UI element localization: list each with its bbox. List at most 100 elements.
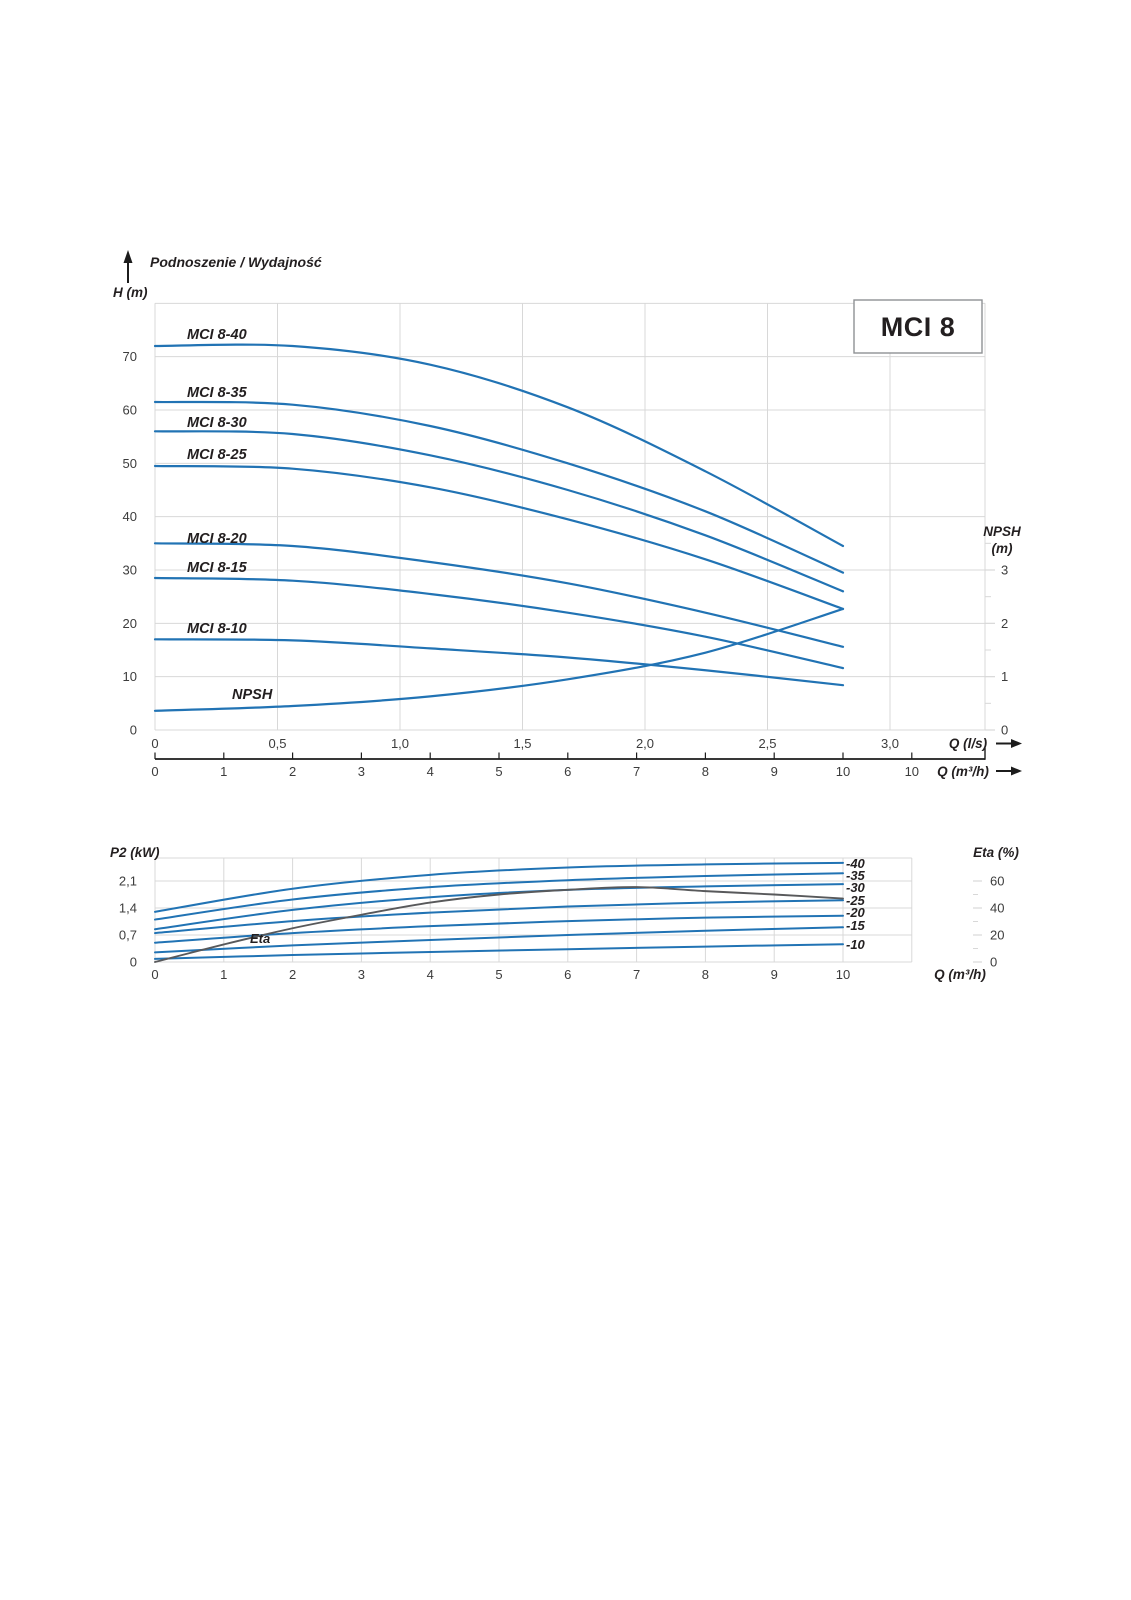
m3h-tick-label: 7 xyxy=(633,764,640,779)
ls-tick-label: 2,5 xyxy=(758,736,776,751)
h-axis-arrow-icon xyxy=(123,250,133,263)
bottom-chart-curves xyxy=(154,861,844,963)
p2-axis-label: P2 (kW) xyxy=(110,845,160,860)
curve-npsh xyxy=(153,607,845,712)
m3h-tick-label: 5 xyxy=(495,764,502,779)
m3h-tick-label: 4 xyxy=(427,764,434,779)
p2-curve-label-15: -15 xyxy=(846,918,866,933)
npsh-axis-title: NPSH xyxy=(983,524,1021,539)
h-tick-label: 0 xyxy=(130,723,137,738)
pump-performance-chart: 3 2 1 0 70 60 50 40 30 20 10 0 0 0,5 1,0 1,5 2,0 2,5 3,0 0 1… xyxy=(110,250,1022,982)
m3h-tick-label: 10 xyxy=(836,764,850,779)
axis-arrow-icon xyxy=(1011,766,1022,776)
m3h-tick-label: 1 xyxy=(220,764,227,779)
p2-curve-label-25: -25 xyxy=(846,893,866,908)
curve-label-mci-8-25: MCI 8-25 xyxy=(187,447,248,463)
eta-curve xyxy=(154,886,844,963)
curve-label-mci-8-30: MCI 8-30 xyxy=(187,415,247,431)
bottom-x-tick-label: 9 xyxy=(771,967,778,982)
bottom-x-tick-label: 5 xyxy=(495,967,502,982)
m3h-tick-label: 10 xyxy=(905,764,919,779)
curve-mci-8-10 xyxy=(153,638,845,687)
h-tick-label: 60 xyxy=(123,403,137,418)
h-tick-label: 70 xyxy=(123,349,137,364)
m3h-tick-label: 2 xyxy=(289,764,296,779)
ls-tick-label: 2,0 xyxy=(636,736,654,751)
bottom-x-tick-label: 8 xyxy=(702,967,709,982)
curve-mci-8-25 xyxy=(153,464,845,611)
p2-curve--10 xyxy=(154,943,844,960)
curve-label-mci-8-15: MCI 8-15 xyxy=(187,560,248,576)
bottom-x-tick-label: 7 xyxy=(633,967,640,982)
bottom-x-tick-label: 1 xyxy=(220,967,227,982)
p2-curve--25 xyxy=(154,899,844,935)
curve-label-mci-8-40: MCI 8-40 xyxy=(187,327,247,343)
curve-mci-8-15 xyxy=(153,576,845,670)
eta-tick-label: 20 xyxy=(990,928,1004,943)
ls-tick-label: 0,5 xyxy=(268,736,286,751)
p2-curve-label-40: -40 xyxy=(846,856,866,871)
p2-tick-label: 0,7 xyxy=(119,928,137,943)
npsh-axis-unit: (m) xyxy=(992,541,1013,556)
bottom-x-tick-label: 10 xyxy=(836,967,850,982)
curve-mci-8-40 xyxy=(153,343,845,548)
top-chart-curves xyxy=(153,343,845,712)
h-tick-label: 40 xyxy=(123,509,137,524)
axis-decorations xyxy=(123,250,1022,963)
p2-curve-label-30: -30 xyxy=(846,880,866,895)
top-chart-title: Podnoszenie / Wydajność xyxy=(150,254,322,270)
ls-axis-label: Q (l/s) xyxy=(949,736,988,751)
p2-curve-label-35: -35 xyxy=(846,868,866,883)
ls-tick-label: 1,0 xyxy=(391,736,409,751)
bottom-x-tick-label: 2 xyxy=(289,967,296,982)
h-tick-label: 50 xyxy=(123,456,137,471)
npsh-tick-label: 0 xyxy=(1001,723,1008,738)
npsh-tick-label: 2 xyxy=(1001,616,1008,631)
eta-axis-title: Eta (%) xyxy=(973,845,1019,860)
m3h-tick-label: 0 xyxy=(151,764,158,779)
m3h-tick-label: 9 xyxy=(771,764,778,779)
eta-tick-label: 0 xyxy=(990,955,997,970)
top-chart-grid xyxy=(154,302,986,731)
ls-tick-label: 1,5 xyxy=(513,736,531,751)
m3h-axis-label: Q (m³/h) xyxy=(937,764,989,779)
p2-tick-label: 0 xyxy=(130,955,137,970)
curve-mci-8-35 xyxy=(153,400,845,574)
model-box-label: MCI 8 xyxy=(881,312,956,342)
p2-tick-label: 2,1 xyxy=(119,874,137,889)
ls-tick-label: 3,0 xyxy=(881,736,899,751)
bottom-x-tick-label: 4 xyxy=(427,967,434,982)
ls-tick-label: 0 xyxy=(151,736,158,751)
h-tick-label: 30 xyxy=(123,563,137,578)
h-tick-label: 10 xyxy=(123,669,137,684)
curve-label-npsh: NPSH xyxy=(232,687,273,703)
curve-mci-8-30 xyxy=(153,430,845,593)
m3h-tick-label: 6 xyxy=(564,764,571,779)
model-box: MCI 8 xyxy=(853,299,983,354)
p2-curve--40 xyxy=(154,861,844,913)
axis-arrow-icon xyxy=(1011,739,1022,748)
p2-tick-label: 1,4 xyxy=(119,901,137,916)
m3h-tick-label: 3 xyxy=(358,764,365,779)
p2-curve--30 xyxy=(154,883,844,931)
p2-curve--35 xyxy=(154,872,844,921)
h-axis-label: H (m) xyxy=(113,285,148,300)
h-tick-label: 20 xyxy=(123,616,137,631)
p2-curve--15 xyxy=(154,926,844,954)
m3h-tick-label: 8 xyxy=(702,764,709,779)
bottom-x-axis-label: Q (m³/h) xyxy=(934,967,986,982)
p2-curve--20 xyxy=(154,914,844,944)
bottom-x-tick-label: 3 xyxy=(358,967,365,982)
p2-curve-label-10: -10 xyxy=(846,937,866,952)
curve-label-mci-8-35: MCI 8-35 xyxy=(187,385,248,401)
bottom-x-tick-label: 0 xyxy=(151,967,158,982)
curve-mci-8-20 xyxy=(153,542,845,648)
eta-curve-label: Eta xyxy=(250,931,270,946)
npsh-tick-label: 1 xyxy=(1001,669,1008,684)
npsh-tick-label: 3 xyxy=(1001,563,1008,578)
curve-label-mci-8-10: MCI 8-10 xyxy=(187,621,247,637)
bottom-x-tick-label: 6 xyxy=(564,967,571,982)
